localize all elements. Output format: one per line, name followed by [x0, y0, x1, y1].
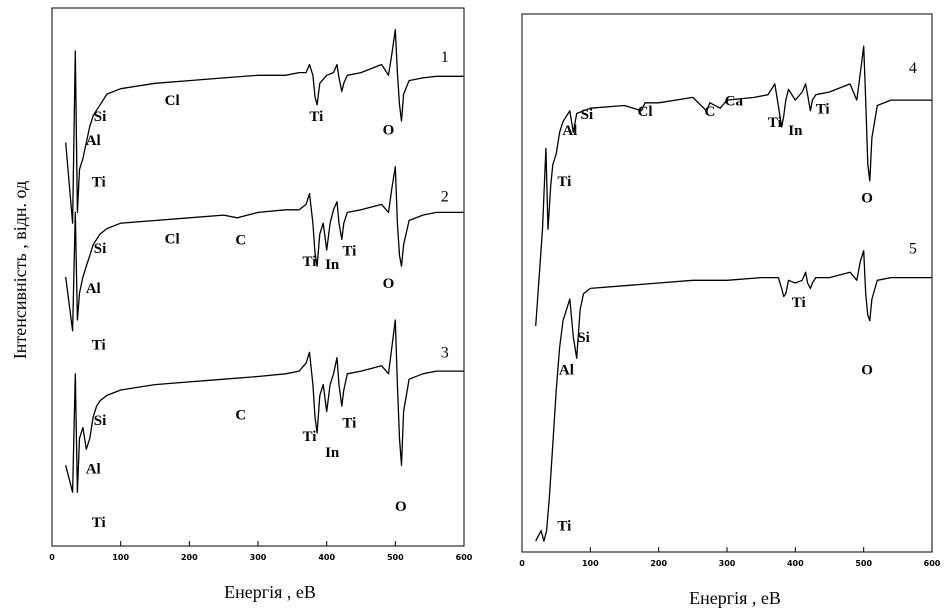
x-tick-label: 300 [719, 559, 736, 568]
peak-label: Cl [638, 104, 653, 120]
x-axis-label: Енергія , eB [689, 588, 781, 608]
spectrum-line-1 [65, 28, 464, 224]
peak-label: Al [86, 281, 101, 297]
curve-number-label: 1 [441, 49, 449, 66]
x-tick-label: 0 [519, 559, 525, 568]
peak-label: Si [94, 109, 107, 125]
x-tick-label: 500 [855, 559, 872, 568]
plot-frame [51, 7, 465, 547]
peak-label: Ti [557, 174, 571, 190]
spectrum-line-3 [65, 319, 464, 493]
peak-label: In [325, 445, 340, 461]
peak-label: In [788, 123, 803, 139]
x-tick-label: 600 [456, 553, 473, 562]
x-tick-label: 200 [650, 559, 667, 568]
peak-label: Ti [816, 102, 830, 118]
curve-number-label: 2 [441, 189, 449, 206]
peak-label: C [235, 233, 246, 249]
x-tick-label: 300 [250, 553, 267, 562]
peak-label: Ti [792, 295, 806, 311]
peak-label: Ti [557, 518, 571, 534]
x-tick-label: 100 [112, 553, 129, 562]
peak-label: O [383, 122, 395, 138]
peak-label: Ti [342, 416, 356, 432]
peak-label: Si [94, 413, 107, 429]
spectrum-line-4 [535, 45, 932, 327]
peak-label: O [861, 362, 873, 378]
peak-label: Ti [92, 175, 106, 191]
x-tick-label: 400 [787, 559, 804, 568]
peak-label: Ti [303, 429, 317, 445]
peak-label: Ca [725, 93, 744, 109]
peak-label: Cl [165, 93, 180, 109]
peak-label: Si [577, 330, 590, 346]
peak-label: O [383, 276, 395, 292]
peak-label: Ti [92, 338, 106, 354]
peak-label: O [861, 190, 873, 206]
y-axis-label: Інтенсивність , відн. од [10, 181, 30, 359]
peak-label: Ti [303, 254, 317, 270]
peak-label: Ti [92, 515, 106, 531]
x-tick-label: 100 [582, 559, 599, 568]
x-tick-label: 0 [49, 553, 55, 562]
spectrum-line-5 [535, 250, 932, 542]
peak-label: C [704, 104, 715, 120]
peak-label: Si [581, 107, 594, 123]
right-panel: 0 100 200 300 400 500 600 Енергія , eB Si Cl C Ca Al… [519, 13, 941, 608]
peak-label: Al [86, 461, 101, 477]
curve-number-label: 5 [909, 240, 917, 257]
peak-label: Al [559, 362, 574, 378]
x-tick-label: 500 [387, 553, 404, 562]
peak-label: Al [562, 123, 577, 139]
peak-label: Si [94, 241, 107, 257]
peak-label: Ti [768, 115, 782, 131]
left-panel: 0 100 200 300 400 500 600 Енергія , eB Інтенсивн… [10, 7, 473, 602]
x-tick-label: 400 [318, 553, 335, 562]
peak-label: C [235, 408, 246, 424]
x-axis-label: Енергія , eB [224, 582, 316, 602]
peak-label: In [325, 257, 340, 273]
peak-label: Al [86, 133, 101, 149]
x-tick-label: 600 [924, 559, 941, 568]
peak-label: Cl [165, 232, 180, 248]
spectrum-line-2 [65, 166, 464, 332]
x-tick-label: 200 [181, 553, 198, 562]
peak-label: O [395, 499, 407, 515]
peak-label: Ti [309, 109, 323, 125]
curve-number-label: 3 [441, 345, 449, 362]
curve-number-label: 4 [909, 60, 917, 77]
peak-label: Ti [342, 243, 356, 259]
